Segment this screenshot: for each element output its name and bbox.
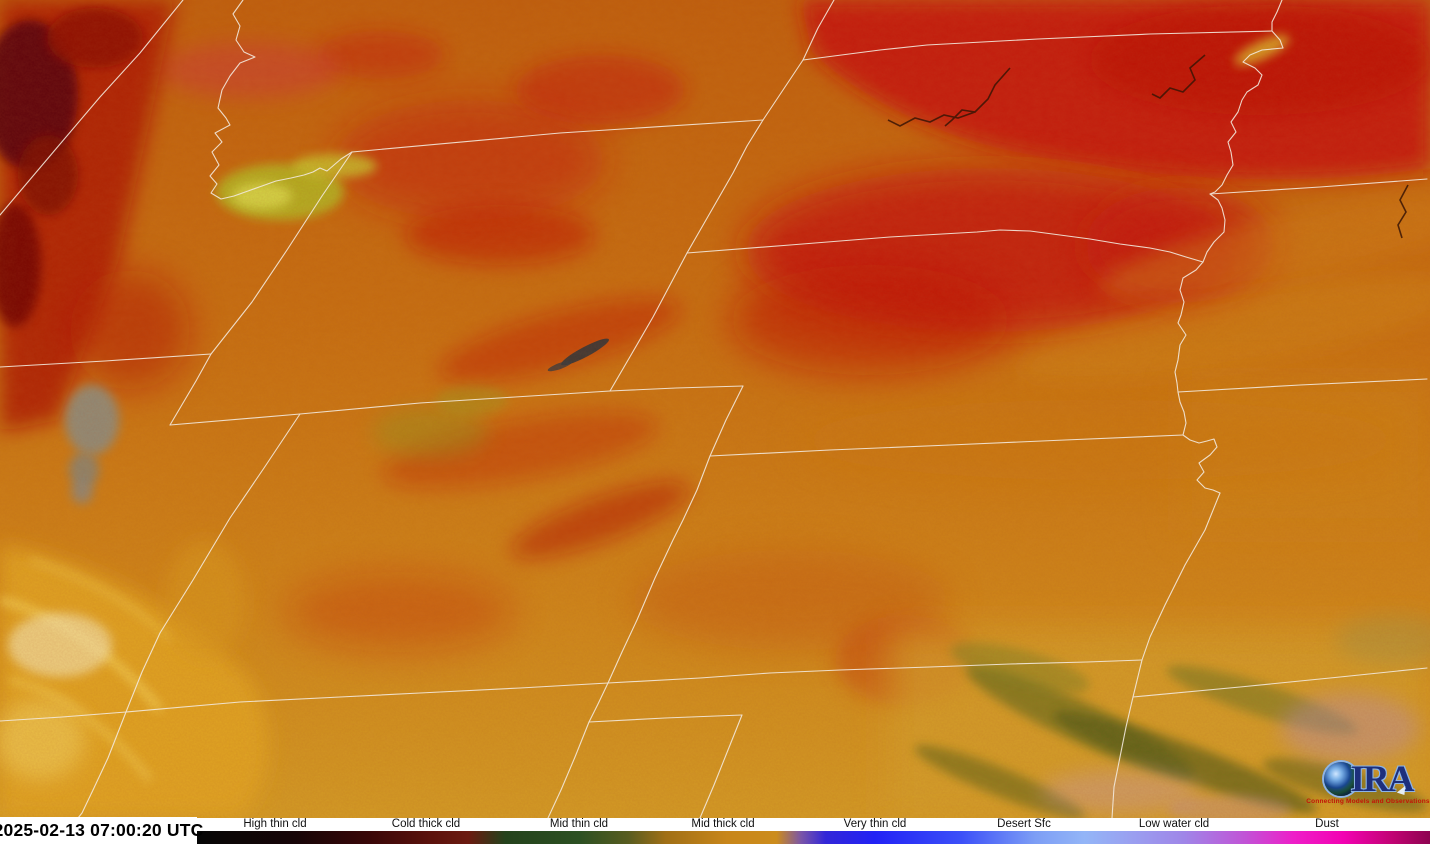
globe-icon	[1323, 762, 1358, 796]
boundary-mo-ar	[1132, 667, 1428, 698]
boundary-ok-tx	[588, 714, 743, 723]
boundary-montana-wyoming	[351, 119, 764, 153]
boundary-utah-colorado	[77, 413, 301, 818]
river-features	[887, 54, 1409, 239]
cira-logo-letters: IRA	[1323, 758, 1415, 801]
cira-logo-text: IRA	[1350, 758, 1415, 801]
boundary-ne-ks	[709, 434, 1184, 457]
legend-label-dust: Dust	[1315, 818, 1339, 830]
boundary-nd-sd	[802, 30, 1273, 61]
boundary-mn-ia	[1209, 178, 1428, 195]
legend-label-bar: High thin cld Cold thick cld Mid thin cl…	[197, 818, 1430, 831]
legend-label-low-water: Low water cld	[1138, 818, 1210, 830]
cira-logo-tail: IRA	[1350, 758, 1415, 800]
legend-label-mid-thin: Mid thin cld	[549, 818, 609, 830]
state-boundaries	[0, 0, 1428, 818]
legend-label-cold-thick: Cold thick cld	[391, 818, 461, 830]
timestamp-text: 2025-02-13 07:00:20 UTC	[0, 820, 204, 840]
legend-label-desert-sfc: Desert Sfc	[997, 818, 1051, 830]
cira-tagline: Connecting Models and Observations	[1306, 798, 1430, 805]
texture-overlay-light	[0, 0, 1430, 818]
legend-label-high-thin: High thin cld	[243, 818, 307, 830]
boundary-idaho-utah	[0, 353, 212, 368]
satellite-imagery-svg	[0, 0, 1430, 818]
legend-label-very-thin: Very thin cld	[843, 818, 907, 830]
colorbar	[197, 831, 1430, 844]
boundary-wyoming-west	[169, 151, 353, 426]
boundary-sd-ne	[686, 229, 1204, 263]
satellite-map	[0, 0, 1430, 818]
boundary-missouri-river	[1174, 0, 1284, 494]
boundary-idaho-montana	[209, 0, 353, 200]
boundary-northwest-diagonal	[0, 0, 184, 216]
boundary-100w	[699, 714, 743, 818]
boundary-ia-mo	[1177, 378, 1428, 393]
boundary-ks-mo	[1111, 492, 1221, 818]
legend-label-mid-thick: Mid thick cld	[691, 818, 755, 830]
cira-logo: IRA Connecting Models and Observations	[1306, 758, 1430, 814]
timestamp-box: 2025-02-13 07:00:20 UTC	[0, 817, 203, 844]
boundary-colorado-east	[547, 385, 744, 818]
